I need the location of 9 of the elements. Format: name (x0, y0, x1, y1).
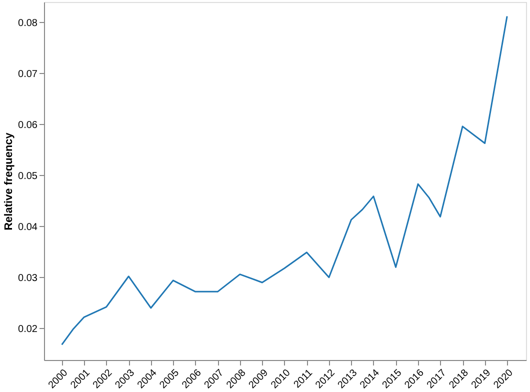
y-tick-label: 0.05 (18, 170, 38, 182)
y-tick-label: 0.07 (18, 68, 38, 80)
line-series (61, 16, 508, 346)
y-tick-label: 0.04 (18, 222, 38, 233)
y-tick-label: 0.08 (18, 18, 38, 29)
y-tick-label: 0.03 (18, 272, 38, 284)
y-axis-title: Relative frequency (3, 132, 16, 230)
y-tick-label: 0.02 (18, 324, 38, 335)
y-tick-label: 0.06 (18, 120, 38, 131)
